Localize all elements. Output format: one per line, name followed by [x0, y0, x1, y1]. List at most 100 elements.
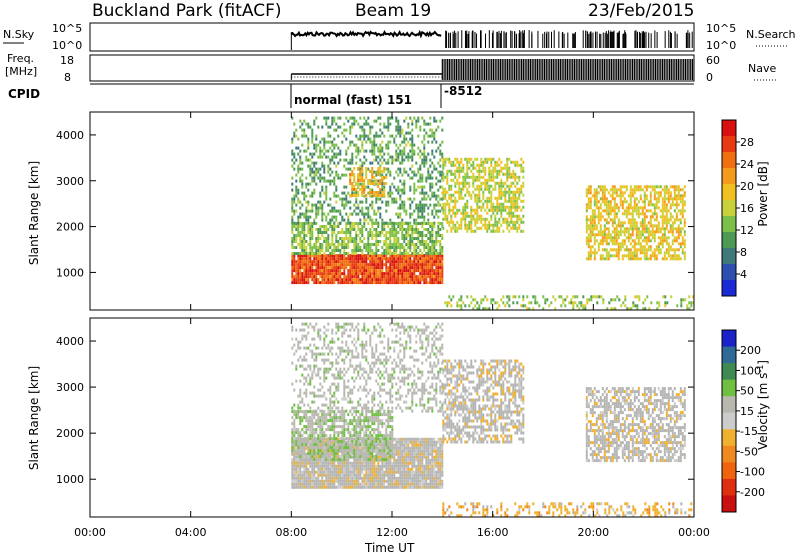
- heatmap-cell: [361, 182, 364, 186]
- colorbar-tick-label: 16: [740, 202, 754, 215]
- heatmap-cell: [641, 209, 644, 213]
- heatmap-cell: [514, 226, 517, 230]
- heatmap-cell: [480, 220, 483, 224]
- heatmap-cell: [303, 281, 306, 285]
- heatmap-cell: [389, 275, 392, 279]
- heatmap-cell: [365, 246, 368, 249]
- heatmap-cell: [333, 161, 336, 165]
- heatmap-cell: [427, 263, 430, 267]
- heatmap-cell: [470, 175, 473, 179]
- heatmap-cell: [631, 206, 634, 210]
- heatmap-cell: [291, 209, 294, 213]
- heatmap-cell: [663, 200, 666, 204]
- heatmap-cell: [665, 227, 668, 231]
- heatmap-cell: [462, 181, 465, 185]
- heatmap-cell: [381, 231, 384, 234]
- heatmap-cell: [333, 470, 336, 474]
- heatmap-cell: [347, 221, 350, 225]
- heatmap-cell: [641, 224, 644, 228]
- heatmap-cell: [365, 249, 368, 252]
- heatmap-cell: [293, 452, 296, 456]
- heatmap-cell: [351, 152, 354, 156]
- heatmap-cell: [321, 176, 324, 180]
- heatmap-cell: [355, 467, 358, 471]
- heatmap-cell: [343, 473, 346, 477]
- heatmap-cell: [305, 194, 308, 198]
- heatmap-cell: [365, 269, 368, 273]
- heatmap-cell: [686, 304, 689, 308]
- heatmap-cell: [637, 248, 640, 252]
- heatmap-cell: [379, 254, 382, 258]
- colorbar-segment: [722, 264, 736, 281]
- heatmap-cell: [359, 176, 362, 179]
- heatmap-cell: [506, 220, 509, 224]
- heatmap-cell: [295, 191, 298, 195]
- heatmap-cell: [476, 217, 479, 221]
- heatmap-cell: [665, 236, 668, 240]
- heatmap-cell: [299, 231, 302, 234]
- heatmap-cell: [311, 176, 314, 180]
- heatmap-cell: [381, 179, 384, 182]
- heatmap-cell: [293, 209, 296, 213]
- heatmap-cell: [433, 240, 436, 243]
- heatmap-cell: [435, 254, 438, 258]
- heatmap-cell: [377, 155, 380, 159]
- heatmap-cell: [311, 473, 314, 477]
- heatmap-cell: [677, 197, 680, 201]
- heatmap-cell: [421, 191, 424, 195]
- heatmap-cell: [589, 233, 592, 237]
- heatmap-cell: [669, 254, 672, 258]
- heatmap-cell: [492, 211, 495, 215]
- heatmap-cell: [417, 152, 420, 156]
- heatmap-cell: [337, 225, 340, 228]
- heatmap-cell: [295, 482, 298, 486]
- heatmap-cell: [599, 242, 602, 246]
- heatmap-cell: [325, 140, 328, 144]
- heatmap-cell: [488, 172, 491, 176]
- heatmap-cell: [683, 185, 686, 189]
- heatmap-cell: [409, 203, 412, 207]
- heatmap-cell: [415, 125, 418, 129]
- heatmap-cell: [365, 119, 368, 123]
- heatmap-cell: [409, 143, 412, 147]
- heatmap-cell: [500, 196, 503, 200]
- heatmap-cell: [359, 149, 362, 153]
- heatmap-cell: [293, 263, 296, 267]
- heatmap-cell: [351, 272, 354, 276]
- heatmap-cell: [528, 301, 531, 305]
- heatmap-cell: [667, 236, 670, 240]
- heatmap-cell: [454, 175, 457, 179]
- heatmap-cell: [421, 240, 424, 243]
- heatmap-cell: [353, 173, 356, 176]
- heatmap-cell: [311, 482, 314, 486]
- heatmap-cell: [291, 482, 294, 486]
- heatmap-cell: [385, 257, 388, 261]
- heatmap-cell: [351, 188, 354, 191]
- heatmap-cell: [665, 248, 668, 252]
- heatmap-cell: [458, 160, 461, 164]
- heatmap-cell: [484, 166, 487, 170]
- heatmap-cell: [506, 184, 509, 188]
- heatmap-cell: [433, 254, 436, 258]
- heatmap-cell: [403, 254, 406, 258]
- heatmap-cell: [377, 182, 380, 185]
- heatmap-cell: [633, 227, 636, 231]
- heatmap-cell: [299, 266, 302, 270]
- heatmap-cell: [331, 140, 334, 144]
- heatmap-cell: [295, 134, 298, 138]
- heatmap-cell: [653, 218, 656, 222]
- heatmap-cell: [516, 160, 519, 164]
- heatmap-cell: [589, 218, 592, 222]
- heatmap-cell: [417, 266, 420, 270]
- heatmap-cell: [417, 212, 420, 216]
- heatmap-cell: [490, 202, 493, 206]
- heatmap-cell: [333, 228, 336, 231]
- heatmap-cell: [361, 134, 364, 138]
- heatmap-cell: [675, 215, 678, 219]
- heatmap-cell: [442, 190, 445, 194]
- heatmap-cell: [349, 182, 352, 185]
- heatmap-cell: [643, 245, 646, 249]
- heatmap-cell: [319, 167, 322, 171]
- heatmap-cell: [617, 245, 620, 249]
